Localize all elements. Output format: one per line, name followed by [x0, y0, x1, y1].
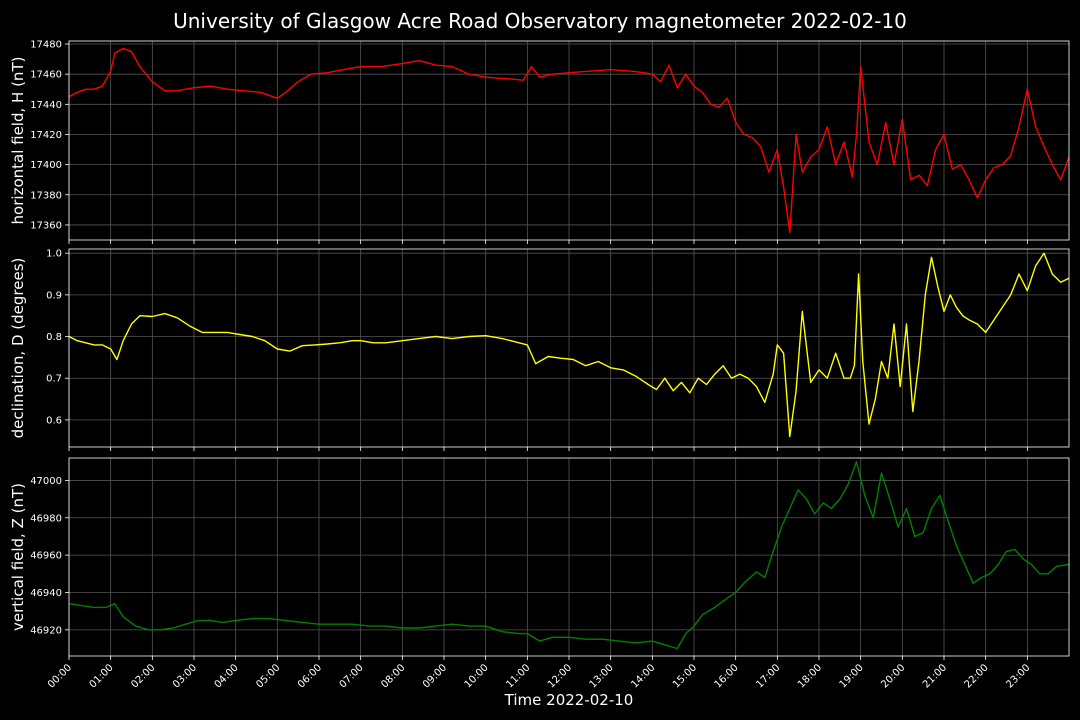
vertical-field-ytick-label: 46960 [30, 551, 62, 562]
x-axis-label: Time 2022-02-10 [504, 691, 634, 709]
declination-ytick-label: 0.8 [46, 332, 62, 343]
horizontal-field-y-axis-label: horizontal field, H (nT) [9, 57, 27, 225]
x-tick-label: 03:00 [171, 662, 199, 690]
x-tick-label: 09:00 [421, 662, 449, 690]
x-tick-label: 05:00 [254, 662, 282, 690]
x-tick-label: 12:00 [546, 662, 574, 690]
x-tick-label: 08:00 [379, 662, 407, 690]
declination-series-line [68, 252, 1070, 438]
horizontal-field-ytick-label: 17360 [30, 220, 62, 231]
horizontal-field-ytick-label: 17480 [30, 40, 62, 51]
declination-y-axis-label: declination, D (degrees) [9, 258, 27, 439]
chart-title: University of Glasgow Acre Road Observat… [173, 9, 907, 33]
x-tick-label: 18:00 [796, 662, 824, 690]
vertical-field-ytick-label: 46940 [30, 588, 62, 599]
vertical-field-ytick-label: 46920 [30, 625, 62, 636]
x-tick-label: 04:00 [213, 662, 241, 690]
x-tick-label: 11:00 [504, 662, 532, 690]
vertical-field-ytick-label: 47000 [30, 476, 62, 487]
x-tick-label: 01:00 [88, 662, 116, 690]
vertical-field-series-line [68, 461, 1070, 650]
vertical-field-ytick-label: 46980 [30, 513, 62, 524]
horizontal-field-ytick-label: 17460 [30, 70, 62, 81]
declination-ytick-label: 0.6 [46, 415, 62, 426]
vertical-field-y-axis-label: vertical field, Z (nT) [9, 483, 27, 631]
horizontal-field-ytick-label: 17440 [30, 100, 62, 111]
horizontal-field-series-line [68, 47, 1070, 234]
x-tick-label: 14:00 [629, 662, 657, 690]
x-tick-label: 21:00 [921, 662, 949, 690]
x-tick-label: 15:00 [671, 662, 699, 690]
declination-ytick-label: 0.7 [46, 374, 62, 385]
x-tick-label: 23:00 [1004, 662, 1032, 690]
horizontal-field-frame [68, 40, 1070, 241]
x-tick-label: 13:00 [588, 662, 616, 690]
x-tick-label: 02:00 [129, 662, 157, 690]
x-tick-label: 22:00 [963, 662, 991, 690]
horizontal-field-ytick-label: 17420 [30, 130, 62, 141]
x-tick-label: 00:00 [46, 662, 74, 690]
horizontal-field-ytick-label: 17380 [30, 190, 62, 201]
x-tick-label: 06:00 [296, 662, 324, 690]
x-tick-label: 20:00 [879, 662, 907, 690]
x-tick-label: 19:00 [838, 662, 866, 690]
x-tick-label: 17:00 [754, 662, 782, 690]
declination-frame [68, 248, 1070, 448]
x-tick-label: 10:00 [463, 662, 491, 690]
x-tick-label: 16:00 [713, 662, 741, 690]
declination-ytick-label: 1.0 [46, 249, 62, 260]
horizontal-field-ytick-label: 17400 [30, 160, 62, 171]
declination-ytick-label: 0.9 [46, 290, 62, 301]
x-tick-label: 07:00 [338, 662, 366, 690]
vertical-field-frame [68, 457, 1070, 657]
